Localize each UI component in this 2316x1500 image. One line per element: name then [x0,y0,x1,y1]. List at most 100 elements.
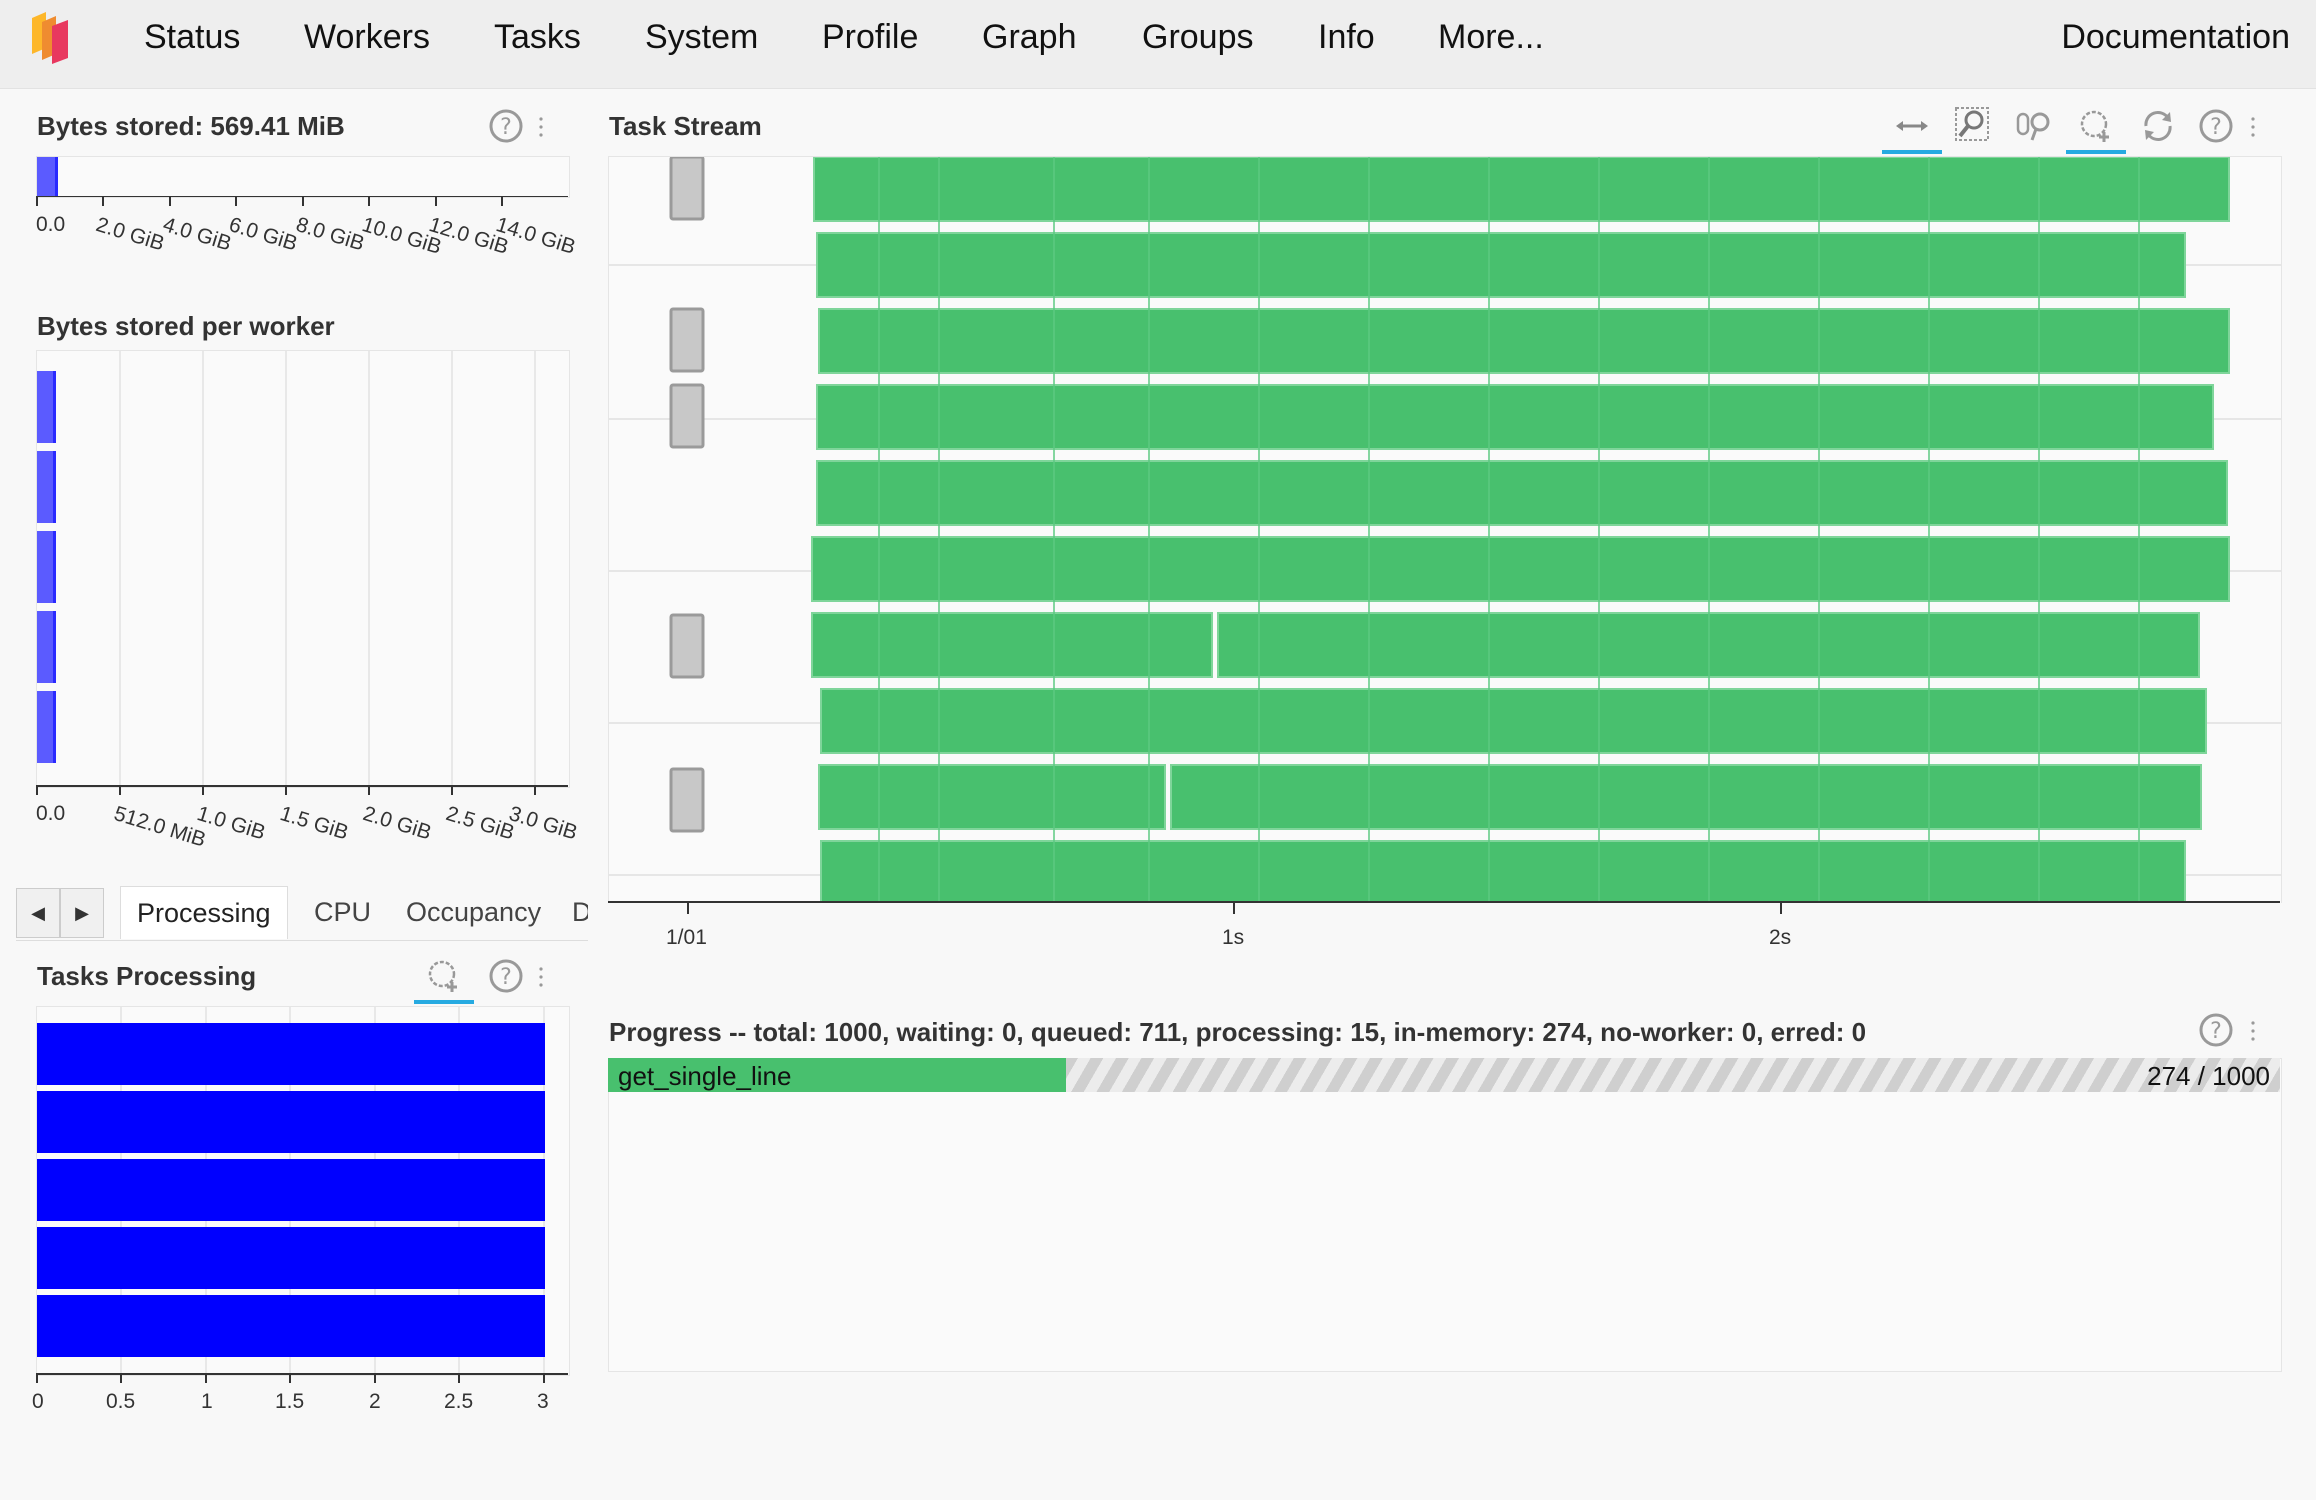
nav-graph[interactable]: Graph [982,18,1077,56]
tick-label: 1s [1222,926,1245,949]
compute-task [820,840,2186,903]
processing-bar [37,1159,545,1221]
compute-task [811,536,2230,602]
tab-scroll-right-button[interactable]: ▶ [60,888,104,938]
transfer-task [669,307,705,373]
toolbar-grip-icon[interactable] [538,116,544,138]
active-tool-indicator [2066,150,2126,154]
help-icon[interactable]: ? [2198,1012,2234,1048]
bytes-stored-bar [37,157,58,197]
worker-bar [37,451,56,523]
reset-icon[interactable] [2140,108,2176,144]
tab-more[interactable]: Da [556,886,588,938]
tab-scroll-left-button[interactable]: ◀ [16,888,60,938]
compute-task [813,157,2230,222]
toolbar-grip-icon[interactable] [2250,116,2256,138]
tick-label: 512.0 MiB [111,802,209,852]
processing-bar [37,1295,545,1357]
compute-task [816,384,2214,450]
task-stream-title: Task Stream [609,111,762,141]
tick-label: 3 [537,1390,549,1413]
tick-label: 0.0 [36,213,66,236]
svg-text:?: ? [500,965,512,990]
active-tool-indicator [414,1000,474,1004]
help-icon[interactable]: ? [2198,108,2234,144]
transfer-task [669,157,705,221]
tick-label: 4.0 GiB [160,213,234,256]
tab-occupancy[interactable]: Occupancy [406,897,542,927]
hover-icon[interactable] [2078,108,2114,144]
tick-label: 3.0 GiB [506,802,580,845]
compute-task [818,764,1166,830]
nav-info[interactable]: Info [1318,18,1375,56]
tick-label: 0 [32,1390,44,1413]
hover-icon[interactable] [426,958,462,994]
tasks-processing-axis [36,1373,568,1383]
help-icon[interactable]: ? [488,108,524,144]
worker-bar [37,611,56,683]
tick-label: 6.0 GiB [226,213,300,256]
wheel-zoom-icon[interactable] [2016,108,2052,144]
pan-icon[interactable] [1894,108,1930,144]
tab-bar: ◀ ▶ Processing CPU Occupancy Da [16,886,588,941]
tasks-processing-title: Tasks Processing [37,961,257,991]
progress-summary: Progress -- total: 1000, waiting: 0, que… [609,1017,1867,1047]
tick-label: 0.5 [106,1390,136,1413]
tick-label: 2 [369,1390,381,1413]
tick-label: 2.0 GiB [360,802,434,845]
worker-bar [37,371,56,443]
transfer-task [669,383,705,449]
task-stream-plot[interactable] [608,156,2282,903]
nav-groups[interactable]: Groups [1142,18,1254,56]
compute-task [820,688,2207,754]
tick-label: 8.0 GiB [293,213,367,256]
dask-logo-icon[interactable] [28,12,80,64]
toolbar-grip-icon[interactable] [538,966,544,988]
nav-documentation[interactable]: Documentation [2061,18,2290,56]
svg-text:?: ? [2210,115,2222,140]
box-zoom-icon[interactable] [1954,106,1990,142]
processing-bar [37,1091,545,1153]
svg-text:?: ? [2210,1019,2222,1044]
nav-system[interactable]: System [645,18,759,56]
transfer-task [669,613,705,679]
nav-status[interactable]: Status [144,18,241,56]
task-stream-axis [608,901,2280,914]
tick-label: 2.0 GiB [93,213,167,256]
help-icon[interactable]: ? [488,958,524,994]
transfer-task [669,767,705,833]
top-nav: Status Workers Tasks System Profile Grap… [0,0,2316,89]
progress-bar: get_single_line 274 / 1000 [608,1058,2280,1092]
progress-task-name: get_single_line [618,1061,792,1091]
compute-task [1170,764,2202,830]
tasks-processing-plot [36,1006,570,1376]
tick-label: 0.0 [36,802,66,825]
active-tool-indicator [1882,150,1942,154]
compute-task [816,232,2186,298]
worker-bar [37,531,56,603]
nav-more[interactable]: More... [1438,18,1544,56]
tick-label: 2s [1769,926,1792,949]
bytes-per-worker-axis [36,785,568,795]
svg-text:?: ? [500,115,512,140]
bytes-stored-axis [36,196,568,206]
processing-bar [37,1227,545,1289]
worker-bar [37,691,56,763]
bytes-stored-plot [36,156,570,198]
toolbar-grip-icon[interactable] [2250,1020,2256,1042]
bytes-per-worker-title: Bytes stored per worker [37,311,335,341]
bytes-stored-title: Bytes stored: 569.41 MiB [37,111,345,141]
tick-label: 1 [201,1390,213,1413]
compute-task [816,460,2228,526]
bytes-per-worker-plot [36,350,570,788]
tick-label: 1/01 [666,926,707,949]
tab-processing[interactable]: Processing [120,886,288,939]
tick-label: 1.5 GiB [277,802,351,845]
nav-workers[interactable]: Workers [304,18,430,56]
nav-profile[interactable]: Profile [822,18,919,56]
processing-bar [37,1023,545,1085]
tab-cpu[interactable]: CPU [314,897,372,927]
progress-count: 274 / 1000 [2147,1061,2270,1091]
progress-plot [608,1058,2282,1372]
nav-tasks[interactable]: Tasks [494,18,581,56]
